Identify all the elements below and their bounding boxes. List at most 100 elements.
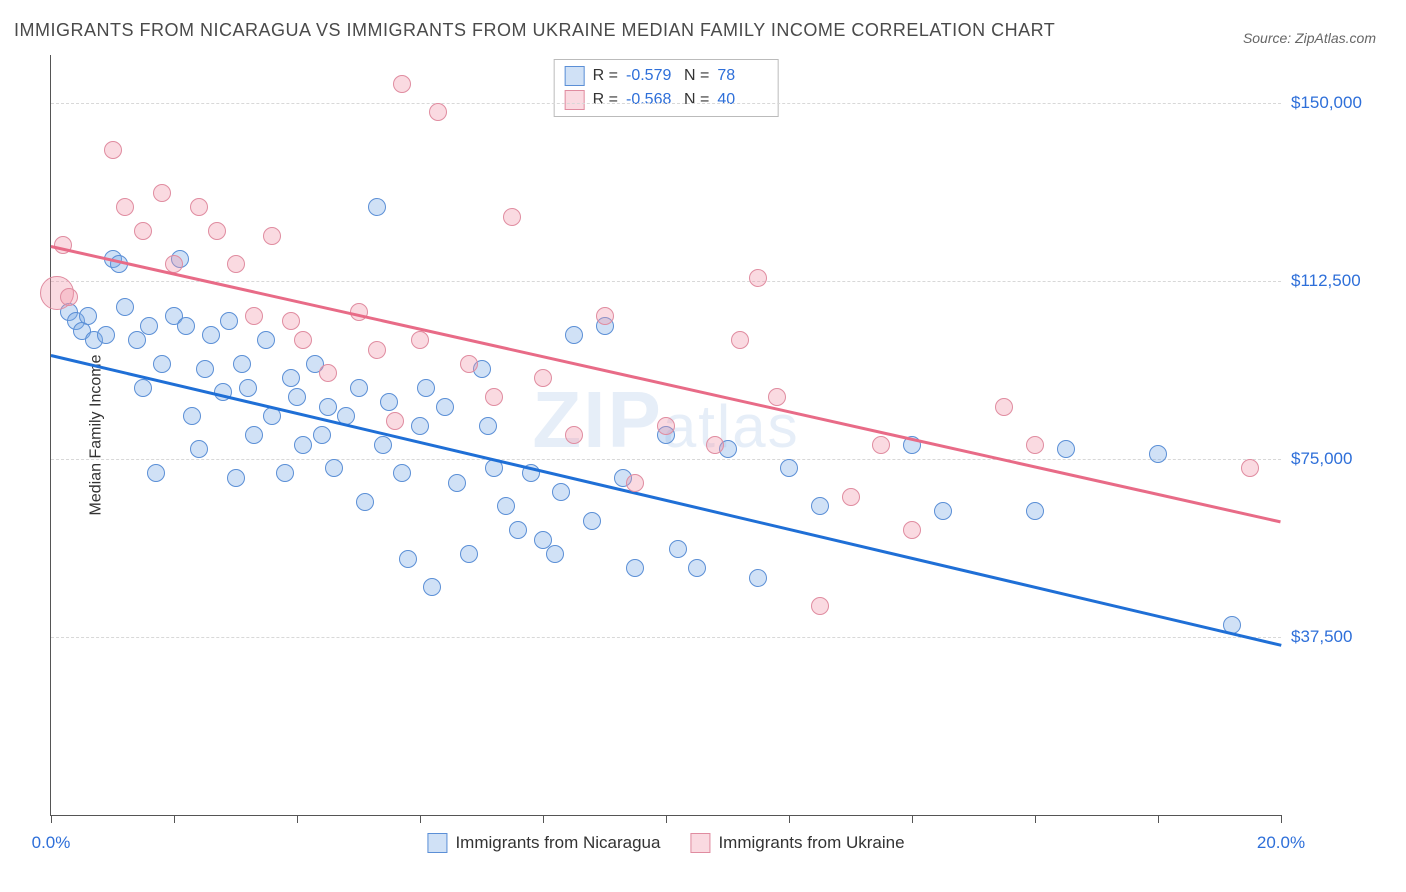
x-tick — [666, 815, 667, 823]
stat-r-label: R = — [593, 88, 618, 112]
scatter-point — [503, 208, 521, 226]
scatter-point — [657, 417, 675, 435]
scatter-point — [546, 545, 564, 563]
scatter-point — [319, 398, 337, 416]
source-attribution: Source: ZipAtlas.com — [1243, 30, 1376, 46]
scatter-point — [706, 436, 724, 454]
x-tick — [789, 815, 790, 823]
series-swatch — [565, 66, 585, 86]
scatter-point — [460, 355, 478, 373]
scatter-point — [1026, 502, 1044, 520]
scatter-point — [811, 597, 829, 615]
x-tick — [51, 815, 52, 823]
scatter-point — [294, 331, 312, 349]
scatter-point — [282, 369, 300, 387]
scatter-point — [356, 493, 374, 511]
legend-item: Immigrants from Nicaragua — [427, 833, 660, 853]
bottom-legend: Immigrants from Nicaragua Immigrants from… — [427, 833, 904, 853]
scatter-point — [325, 459, 343, 477]
watermark-main: ZIP — [532, 375, 662, 464]
scatter-point — [196, 360, 214, 378]
scatter-point — [313, 426, 331, 444]
x-tick — [420, 815, 421, 823]
scatter-point — [768, 388, 786, 406]
series-swatch — [690, 833, 710, 853]
scatter-point — [350, 379, 368, 397]
scatter-point — [669, 540, 687, 558]
scatter-point — [565, 426, 583, 444]
series-swatch — [427, 833, 447, 853]
scatter-point — [1149, 445, 1167, 463]
scatter-point — [245, 307, 263, 325]
scatter-point — [903, 521, 921, 539]
scatter-point — [626, 474, 644, 492]
scatter-point — [128, 331, 146, 349]
stats-row: R =-0.568N =40 — [565, 88, 768, 112]
x-tick — [1281, 815, 1282, 823]
scatter-point — [1057, 440, 1075, 458]
scatter-point — [233, 355, 251, 373]
scatter-point — [1026, 436, 1044, 454]
y-tick-label: $150,000 — [1291, 93, 1391, 113]
scatter-point — [220, 312, 238, 330]
series-swatch — [565, 90, 585, 110]
legend-item: Immigrants from Ukraine — [690, 833, 904, 853]
scatter-point — [257, 331, 275, 349]
scatter-point — [497, 497, 515, 515]
scatter-point — [276, 464, 294, 482]
scatter-point — [140, 317, 158, 335]
scatter-point — [565, 326, 583, 344]
scatter-point — [393, 464, 411, 482]
x-tick-label: 0.0% — [32, 833, 71, 853]
scatter-point — [1241, 459, 1259, 477]
scatter-point — [749, 269, 767, 287]
scatter-point — [534, 369, 552, 387]
scatter-point — [411, 417, 429, 435]
scatter-point — [116, 298, 134, 316]
scatter-point — [448, 474, 466, 492]
scatter-point — [386, 412, 404, 430]
x-tick — [297, 815, 298, 823]
stat-n-label: N = — [684, 88, 709, 112]
scatter-point — [368, 341, 386, 359]
stat-n-label: N = — [684, 64, 709, 88]
gridline — [51, 637, 1281, 638]
scatter-point — [183, 407, 201, 425]
scatter-point — [104, 141, 122, 159]
scatter-point — [134, 379, 152, 397]
scatter-point — [688, 559, 706, 577]
scatter-point — [319, 364, 337, 382]
x-tick — [174, 815, 175, 823]
scatter-point — [153, 355, 171, 373]
x-tick-label: 20.0% — [1257, 833, 1305, 853]
scatter-point — [368, 198, 386, 216]
scatter-point — [417, 379, 435, 397]
scatter-point — [134, 222, 152, 240]
scatter-point — [995, 398, 1013, 416]
stat-n-value: 78 — [717, 64, 767, 88]
scatter-point — [190, 440, 208, 458]
scatter-point — [485, 388, 503, 406]
scatter-point — [374, 436, 392, 454]
gridline — [51, 459, 1281, 460]
scatter-point — [509, 521, 527, 539]
scatter-point — [147, 464, 165, 482]
scatter-point — [239, 379, 257, 397]
scatter-point — [423, 578, 441, 596]
scatter-point — [177, 317, 195, 335]
scatter-point — [842, 488, 860, 506]
scatter-point — [479, 417, 497, 435]
y-axis-label: Median Family Income — [87, 355, 105, 516]
stat-r-value: -0.579 — [626, 64, 676, 88]
gridline — [51, 103, 1281, 104]
plot-area: Median Family Income ZIPatlas R =-0.579N… — [50, 55, 1281, 816]
trend-line — [51, 354, 1282, 646]
scatter-point — [60, 288, 78, 306]
y-tick-label: $112,500 — [1291, 271, 1391, 291]
scatter-point — [596, 307, 614, 325]
scatter-point — [583, 512, 601, 530]
y-tick-label: $75,000 — [1291, 449, 1391, 469]
scatter-point — [288, 388, 306, 406]
scatter-point — [153, 184, 171, 202]
y-tick-label: $37,500 — [1291, 627, 1391, 647]
